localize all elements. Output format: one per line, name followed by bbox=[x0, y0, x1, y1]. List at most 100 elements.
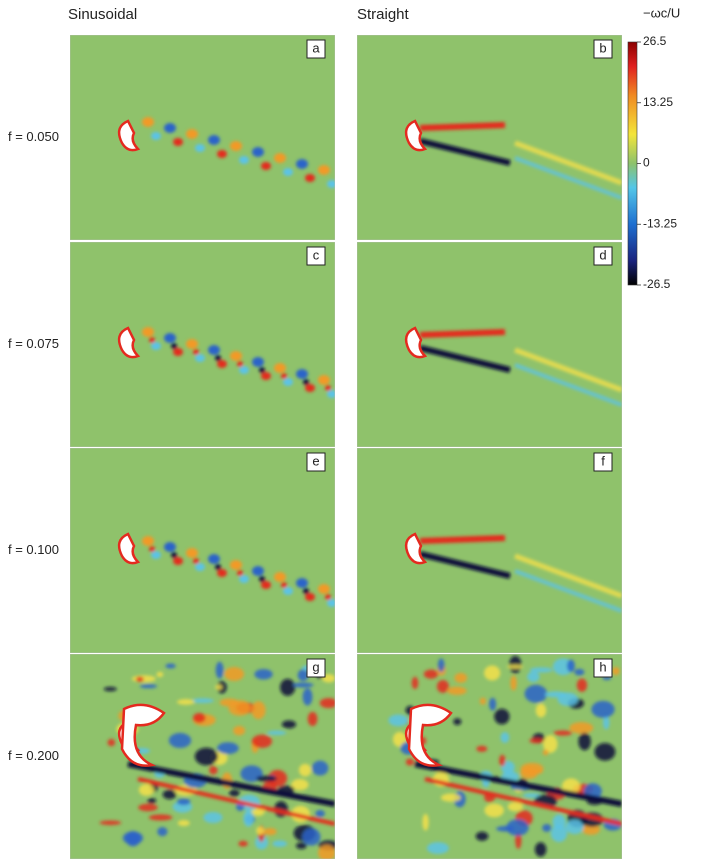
panel bbox=[357, 35, 622, 240]
vortex bbox=[412, 677, 419, 689]
vortex bbox=[230, 351, 242, 361]
shear-layer bbox=[420, 125, 505, 128]
vortex bbox=[422, 814, 428, 831]
vortex bbox=[256, 827, 264, 835]
colorbar-tick-label: -26.5 bbox=[643, 277, 671, 291]
column-title: Straight bbox=[357, 6, 410, 23]
vortex bbox=[165, 663, 175, 668]
vortex bbox=[208, 554, 220, 564]
vortex bbox=[186, 129, 198, 139]
vortex bbox=[484, 666, 500, 681]
vortex bbox=[594, 743, 615, 761]
vortex bbox=[164, 333, 176, 343]
vortex bbox=[508, 802, 523, 811]
vortex bbox=[325, 385, 331, 391]
vortex bbox=[217, 742, 239, 754]
figure: Sinusoidal Straight −ωc/U 26.513.250-13.… bbox=[0, 0, 701, 863]
vortex bbox=[186, 548, 198, 558]
vortex bbox=[327, 180, 337, 188]
vortex bbox=[252, 566, 264, 576]
vortex bbox=[126, 831, 141, 847]
vortex bbox=[507, 665, 523, 669]
vortex bbox=[252, 735, 272, 748]
vortex bbox=[569, 722, 593, 734]
vortex bbox=[173, 138, 183, 146]
vortex bbox=[142, 536, 154, 546]
vortex bbox=[293, 683, 314, 688]
panel-letter: f bbox=[601, 453, 605, 468]
vortex bbox=[186, 339, 198, 349]
vortex bbox=[299, 764, 311, 777]
vortex bbox=[529, 738, 543, 743]
vortex bbox=[567, 660, 575, 673]
vortex bbox=[302, 828, 320, 845]
vortex bbox=[237, 570, 243, 576]
vortex bbox=[173, 557, 183, 565]
vortex bbox=[283, 587, 293, 595]
row-label: f = 0.200 bbox=[8, 748, 59, 763]
panel bbox=[70, 654, 338, 861]
vortex bbox=[476, 832, 489, 841]
shear-layer bbox=[420, 538, 505, 541]
vortex bbox=[499, 755, 505, 767]
vortex bbox=[527, 671, 539, 682]
vortex bbox=[566, 820, 584, 834]
colorbar bbox=[628, 42, 637, 285]
vortex bbox=[283, 168, 293, 176]
vortex bbox=[315, 810, 325, 817]
vortex bbox=[237, 361, 243, 367]
vortex bbox=[157, 827, 167, 836]
vortex bbox=[318, 584, 330, 594]
vortex bbox=[142, 327, 154, 337]
vortex bbox=[489, 698, 496, 711]
vortex bbox=[454, 673, 467, 683]
vortex bbox=[215, 685, 222, 690]
vortex bbox=[164, 542, 176, 552]
panel bbox=[357, 654, 622, 859]
panel bbox=[357, 448, 622, 653]
vortex bbox=[542, 824, 551, 832]
vortex bbox=[142, 117, 154, 127]
vortex bbox=[163, 790, 177, 800]
panel-letter: h bbox=[599, 659, 606, 674]
vortex bbox=[138, 804, 158, 811]
vortex bbox=[283, 378, 293, 386]
vortex bbox=[193, 713, 206, 723]
row-label: f = 0.075 bbox=[8, 336, 59, 351]
vortex bbox=[251, 701, 265, 719]
vortex bbox=[327, 599, 337, 607]
vortex bbox=[208, 135, 220, 145]
vortex bbox=[151, 342, 161, 350]
vortex bbox=[535, 842, 547, 856]
vortex bbox=[149, 337, 155, 343]
vortex bbox=[217, 569, 227, 577]
vortex bbox=[216, 662, 224, 679]
vortex bbox=[156, 672, 163, 677]
vortex bbox=[406, 758, 414, 765]
vortex bbox=[554, 730, 573, 735]
vortex bbox=[327, 390, 337, 398]
vortex bbox=[424, 669, 439, 678]
vortex bbox=[252, 357, 264, 367]
vortex bbox=[217, 150, 227, 158]
vortex bbox=[254, 669, 272, 680]
vortex bbox=[149, 814, 173, 820]
vortex bbox=[239, 575, 249, 583]
colorbar-tick-label: 0 bbox=[643, 156, 650, 170]
vortex bbox=[195, 144, 205, 152]
vortex bbox=[274, 572, 286, 582]
vortex bbox=[274, 153, 286, 163]
vortex bbox=[438, 658, 445, 672]
vortex bbox=[476, 746, 487, 752]
vortex bbox=[296, 842, 307, 849]
colorbar-tick-label: 26.5 bbox=[643, 34, 667, 48]
panel-background bbox=[357, 35, 622, 240]
vortex bbox=[147, 798, 156, 804]
panel-letter: a bbox=[312, 40, 320, 55]
vortex bbox=[108, 739, 116, 746]
vortex bbox=[506, 819, 528, 836]
vortex bbox=[318, 165, 330, 175]
vortex bbox=[427, 842, 449, 854]
panel bbox=[70, 242, 337, 447]
vortex bbox=[239, 366, 249, 374]
